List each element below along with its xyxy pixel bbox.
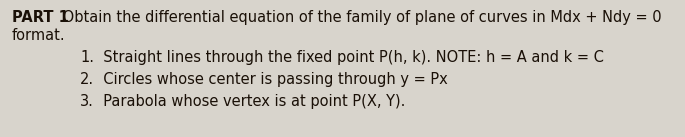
Text: 3.: 3.: [80, 94, 94, 109]
Text: format.: format.: [12, 28, 66, 43]
Text: Parabola whose vertex is at point P(X, Y).: Parabola whose vertex is at point P(X, Y…: [94, 94, 406, 109]
Text: Circles whose center is passing through y = Px: Circles whose center is passing through …: [94, 72, 448, 87]
Text: PART 1: PART 1: [12, 10, 69, 25]
Text: 1.: 1.: [80, 50, 94, 65]
Text: Straight lines through the fixed point P(h, k). NOTE: h = A and k = C: Straight lines through the fixed point P…: [94, 50, 604, 65]
Text: Obtain the differential equation of the family of plane of curves in Mdx + Ndy =: Obtain the differential equation of the …: [58, 10, 662, 25]
Text: 2.: 2.: [80, 72, 94, 87]
